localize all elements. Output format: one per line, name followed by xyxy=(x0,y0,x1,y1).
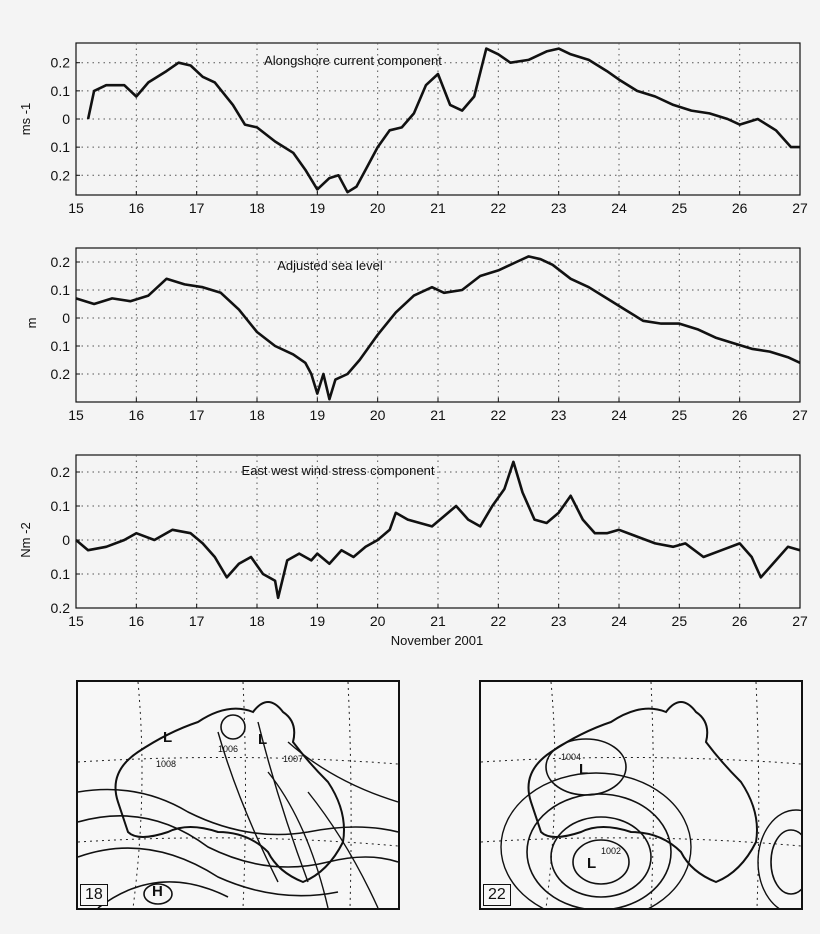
svg-text:L: L xyxy=(258,731,267,748)
pressure-label: 1002 xyxy=(601,846,621,856)
x-tick-label: 26 xyxy=(732,613,748,629)
series-line xyxy=(88,49,800,193)
x-tick-label: 22 xyxy=(491,613,507,629)
y-axis-label: ms -1 xyxy=(18,103,33,136)
x-tick-label: 18 xyxy=(249,200,265,216)
x-tick-label: 18 xyxy=(249,407,265,423)
y-axis-label: m xyxy=(24,318,39,329)
panel-sealevel: 0.2 0.1 0 0.1 0.2 15 16 17 18 19 20 21 22 23 24 25 26 27… xyxy=(24,248,808,423)
x-tick-label: 20 xyxy=(370,200,386,216)
chart-title: Alongshore current component xyxy=(264,53,442,68)
x-tick-label: 19 xyxy=(310,407,326,423)
x-tick-label: 27 xyxy=(792,407,808,423)
pressure-label: 1004 xyxy=(561,752,581,762)
x-tick-label: 22 xyxy=(491,200,507,216)
x-tick-label: 23 xyxy=(551,200,567,216)
x-tick-label: 26 xyxy=(732,407,748,423)
x-tick-label: 26 xyxy=(732,200,748,216)
x-tick-label: 17 xyxy=(189,613,205,629)
svg-text:L: L xyxy=(587,855,596,872)
svg-text:L: L xyxy=(579,761,588,778)
weather-map-22: L L 1004 1002 22 xyxy=(479,680,803,910)
panel-windstress: 0.20.100.10.2 15 16 17 18 19 20 21 22 23 24 25 26 27… xyxy=(18,455,808,648)
grid-lines xyxy=(76,248,800,402)
x-tick-label: 16 xyxy=(129,407,145,423)
x-tick-label: 21 xyxy=(430,200,446,216)
x-tick-label: 20 xyxy=(370,407,386,423)
y-axis-label: Nm -2 xyxy=(18,522,33,557)
x-axis-label: November 2001 xyxy=(391,633,484,648)
y-tick-label: 0.2 xyxy=(51,366,71,382)
synoptic-chart-22: L L 1004 1002 xyxy=(481,682,801,908)
chart-title: East west wind stress component xyxy=(242,463,435,478)
x-tick-label: 24 xyxy=(611,407,627,423)
x-tick-label: 19 xyxy=(310,613,326,629)
x-tick-label: 21 xyxy=(430,407,446,423)
x-tick-label: 17 xyxy=(189,200,205,216)
x-tick-label: 27 xyxy=(792,200,808,216)
y-tick-label: 0 xyxy=(62,310,70,326)
x-tick-label: 24 xyxy=(611,613,627,629)
series-line xyxy=(76,256,800,399)
x-tick-label: 18 xyxy=(249,613,265,629)
y-tick-label: 0 xyxy=(62,111,70,127)
y-tick-label: 0.1 xyxy=(51,338,71,354)
weather-map-18: L L H 1008 1006 1007 18 xyxy=(76,680,400,910)
svg-text:L: L xyxy=(163,729,172,746)
pressure-label: 1008 xyxy=(156,759,176,769)
x-tick-label: 27 xyxy=(792,613,808,629)
map-date-label: 22 xyxy=(483,884,511,906)
x-tick-label: 15 xyxy=(68,200,84,216)
x-tick-label: 16 xyxy=(129,613,145,629)
y-tick-label: 0.2 xyxy=(51,55,71,71)
x-tick-label: 19 xyxy=(310,200,326,216)
chart-title: Adjusted sea level xyxy=(277,258,383,273)
y-tick-label: 0.1 xyxy=(51,566,71,582)
svg-text:H: H xyxy=(152,883,163,900)
panel-current: 0.2 0.1 0 0.1 0.2 15 16 17 18 19 20 21 22 23 24 25 26 27… xyxy=(18,43,808,216)
x-tick-label: 25 xyxy=(672,200,688,216)
x-tick-label: 17 xyxy=(189,407,205,423)
x-tick-label: 24 xyxy=(611,200,627,216)
x-tick-label: 15 xyxy=(68,613,84,629)
x-tick-label: 22 xyxy=(491,407,507,423)
y-tick-label: 0 xyxy=(62,532,70,548)
x-tick-label: 16 xyxy=(129,200,145,216)
map-date-label: 18 xyxy=(80,884,108,906)
x-tick-label: 20 xyxy=(370,613,386,629)
synoptic-chart-18: L L H 1008 1006 1007 xyxy=(78,682,398,908)
x-tick-label: 23 xyxy=(551,407,567,423)
y-tick-label: 0.1 xyxy=(51,83,71,99)
y-tick-label: 0.2 xyxy=(51,167,71,183)
x-tick-label: 15 xyxy=(68,407,84,423)
x-tick-label: 21 xyxy=(430,613,446,629)
x-tick-label: 25 xyxy=(672,407,688,423)
pressure-label: 1007 xyxy=(283,754,303,764)
y-tick-label: 0.2 xyxy=(51,464,71,480)
time-series-charts: 0.2 0.1 0 0.1 0.2 15 16 17 18 19 20 21 22 23 24 25 26 27… xyxy=(0,0,820,660)
x-tick-label: 25 xyxy=(672,613,688,629)
x-tick-label: 23 xyxy=(551,613,567,629)
pressure-label: 1006 xyxy=(218,744,238,754)
y-tick-label: 0.1 xyxy=(51,139,71,155)
y-tick-label: 0.2 xyxy=(51,254,71,270)
y-tick-label: 0.1 xyxy=(51,282,71,298)
y-tick-label: 0.1 xyxy=(51,498,71,514)
